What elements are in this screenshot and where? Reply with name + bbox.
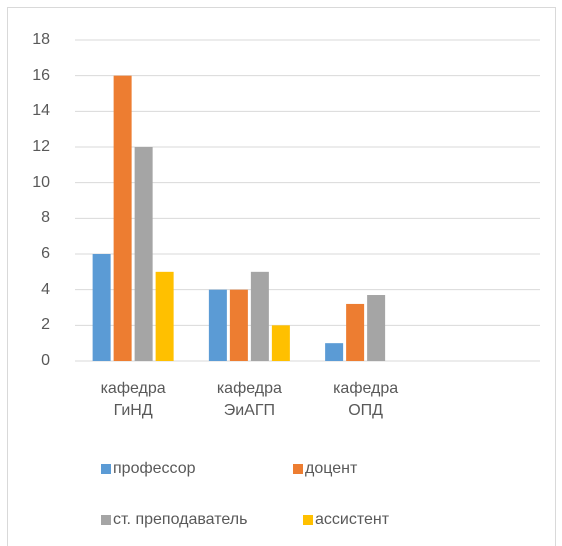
legend-swatch [101, 464, 111, 474]
x-tick-label: кафедра ОПД [333, 380, 399, 419]
bar [134, 147, 153, 361]
bar [346, 303, 365, 361]
y-tick-label: 16 [32, 66, 50, 84]
bar [250, 271, 269, 361]
bar [325, 343, 344, 361]
bar [229, 289, 248, 361]
y-tick-label: 2 [41, 316, 50, 334]
y-tick-label: 12 [32, 138, 50, 155]
chart-frame [7, 7, 556, 546]
legend-swatch [303, 515, 313, 525]
bar [367, 295, 386, 361]
bar [271, 325, 290, 361]
legend-swatch [101, 515, 111, 525]
x-tick-label: кафедра ЭиАГП [216, 380, 282, 419]
bar [113, 75, 132, 362]
bar [155, 271, 174, 361]
legend-label: ассистент [315, 511, 390, 528]
x-tick-label: кафедра ГиНД [100, 380, 166, 419]
y-tick-label: 14 [32, 102, 50, 120]
legend-swatch [293, 464, 303, 474]
bar [92, 254, 111, 361]
y-tick-label: 8 [41, 209, 50, 227]
y-tick-label: 18 [32, 31, 50, 48]
y-tick-label: 0 [41, 352, 50, 369]
legend-label: профессор [113, 460, 196, 477]
y-tick-label: 10 [32, 173, 50, 191]
legend-label: ст. преподаватель [113, 511, 248, 528]
y-tick-label: 4 [41, 280, 50, 298]
y-tick-label: 6 [41, 245, 50, 262]
bar [208, 289, 227, 361]
legend-label: доцент [305, 460, 358, 477]
